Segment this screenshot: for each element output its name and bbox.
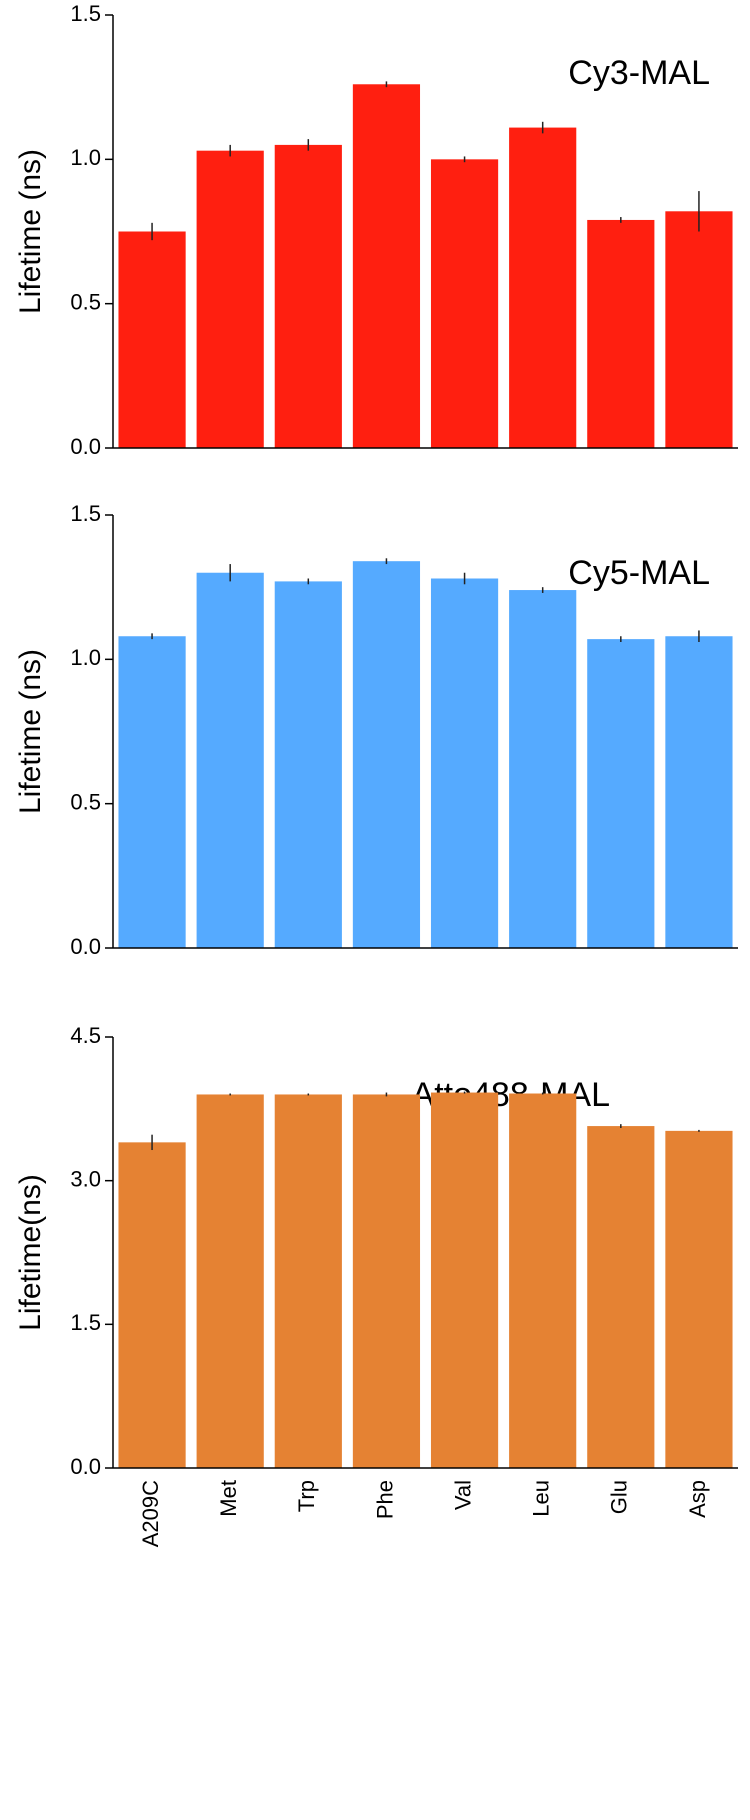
bar (352, 84, 421, 448)
bar (509, 1093, 577, 1468)
y-tick-label: 1.5 (70, 1, 101, 26)
bar (118, 1142, 186, 1468)
bar (118, 636, 186, 948)
y-axis-label: Lifetime(ns) (14, 1174, 47, 1331)
bar (509, 590, 577, 948)
bar (196, 1094, 264, 1468)
x-tick-label: Asp (685, 1480, 710, 1518)
x-tick-label: A209C (138, 1480, 163, 1547)
y-tick-label: 1.0 (70, 145, 101, 170)
bar (430, 159, 499, 449)
x-tick-label: Trp (294, 1480, 319, 1512)
y-tick-label: 0.5 (70, 789, 101, 814)
bar (665, 1130, 733, 1468)
bar (587, 1126, 655, 1468)
y-tick-label: 1.5 (70, 501, 101, 526)
bar (118, 231, 186, 448)
y-tick-label: 0.0 (70, 1454, 101, 1479)
y-tick-label: 1.5 (70, 1310, 101, 1335)
y-tick-label: 0.0 (70, 934, 101, 959)
y-tick-label: 1.0 (70, 645, 101, 670)
x-tick-label: Val (450, 1480, 475, 1510)
bar (352, 1094, 421, 1468)
bar (509, 127, 577, 448)
chart-title: Cy3-MAL (568, 54, 710, 92)
bar (587, 219, 655, 448)
chart-title: Cy5-MAL (568, 554, 710, 592)
x-tick-label: Glu (607, 1480, 632, 1514)
x-tick-label: Met (216, 1480, 241, 1517)
y-axis-label: Lifetime (ns) (14, 149, 47, 314)
y-tick-label: 0.5 (70, 289, 101, 314)
bar (274, 144, 342, 448)
bar (587, 639, 655, 948)
bar (274, 581, 342, 948)
x-tick-label: Phe (372, 1480, 397, 1519)
y-tick-label: 0.0 (70, 434, 101, 459)
bar (430, 578, 499, 948)
bar (274, 1094, 342, 1468)
bar (665, 636, 733, 948)
bar (430, 1092, 499, 1468)
bar (665, 211, 733, 448)
bar (352, 561, 421, 948)
y-tick-label: 3.0 (70, 1166, 101, 1191)
x-tick-label: Leu (529, 1480, 554, 1517)
y-axis-label: Lifetime (ns) (14, 649, 47, 814)
y-tick-label: 4.5 (70, 1023, 101, 1048)
bar (196, 572, 264, 948)
bar (196, 150, 264, 448)
